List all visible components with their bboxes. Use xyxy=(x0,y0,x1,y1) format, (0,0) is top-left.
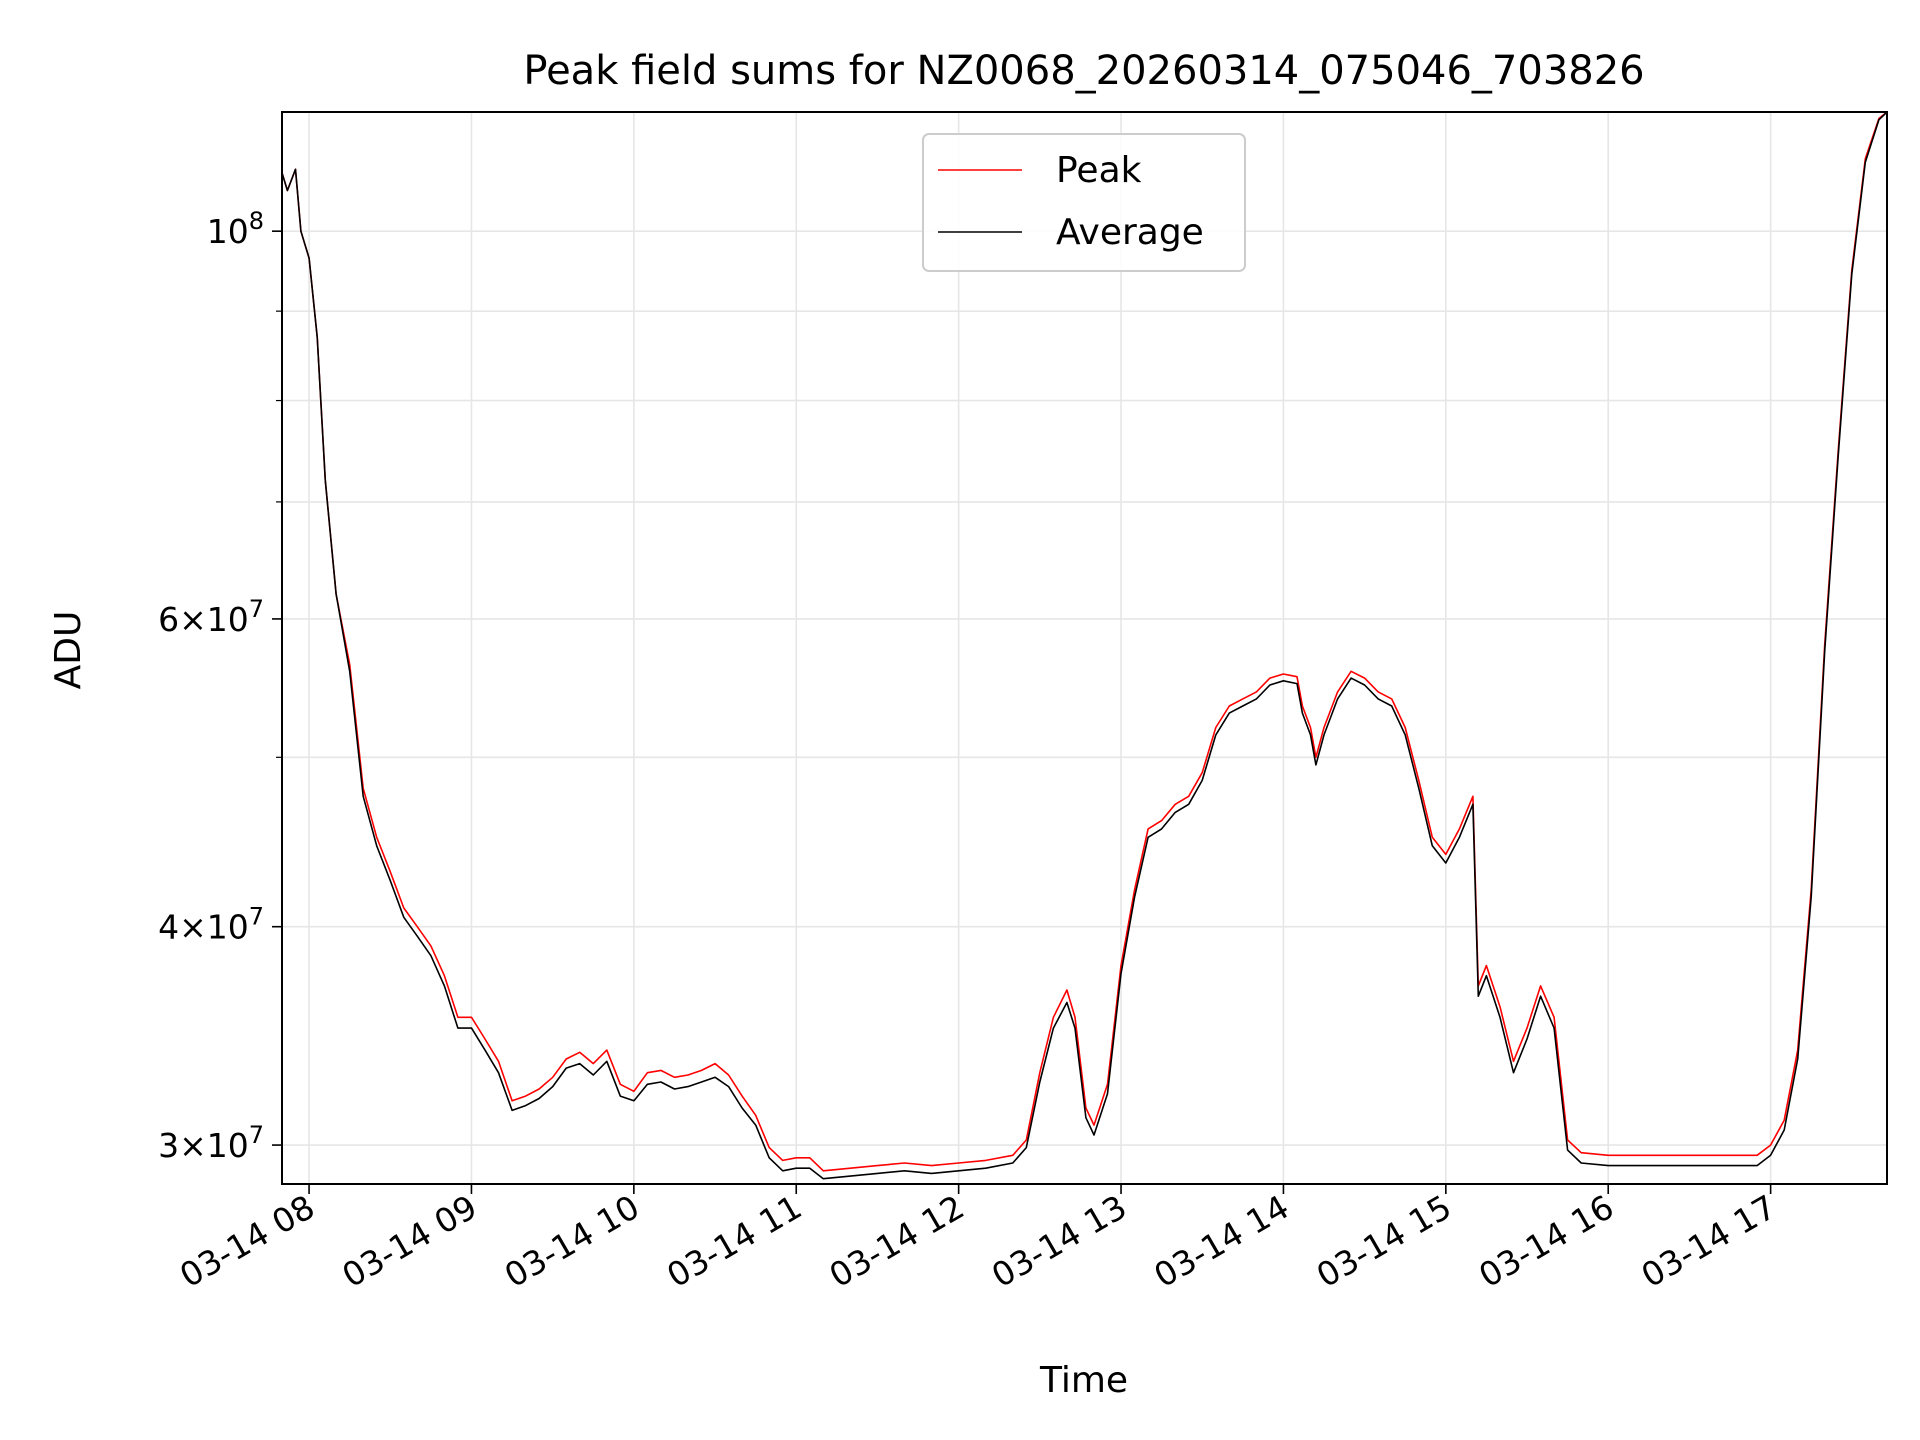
legend-box xyxy=(922,133,1246,272)
y-axis-label: ADU xyxy=(48,611,89,690)
series-group xyxy=(281,111,1888,1180)
y-tick-label: 108 xyxy=(207,207,264,251)
y-axis: 3×107 4×107 6×107 108 xyxy=(158,207,282,1165)
series-line-average xyxy=(281,111,1888,1180)
legend-label-average: Average xyxy=(1056,212,1204,253)
y-tick-label: 6×107 xyxy=(158,595,264,639)
x-axis-label: Time xyxy=(1039,1360,1128,1401)
legend-label-peak: Peak xyxy=(1056,150,1142,191)
plot-frame xyxy=(281,111,1888,1185)
y-tick-label: 3×107 xyxy=(158,1121,264,1165)
y-tick-label: 4×107 xyxy=(158,903,264,947)
legend: Peak Average xyxy=(922,133,1246,272)
chart-title: Peak field sums for NZ0068_20260314_0750… xyxy=(523,48,1644,94)
series-line-peak xyxy=(281,111,1888,1172)
